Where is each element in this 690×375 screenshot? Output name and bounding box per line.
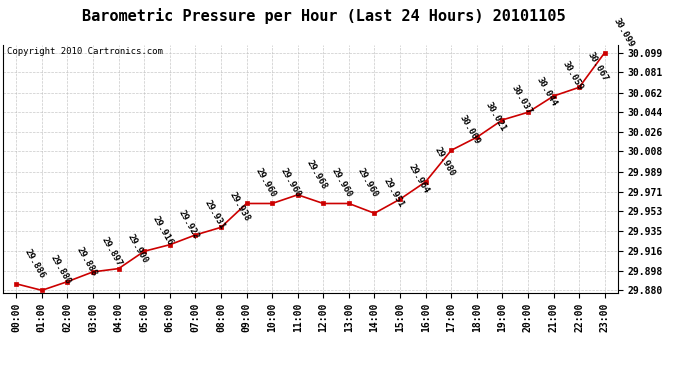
- Text: 29.951: 29.951: [382, 177, 405, 209]
- Text: 29.880: 29.880: [49, 254, 72, 286]
- Text: 29.897: 29.897: [100, 235, 124, 268]
- Text: 30.009: 30.009: [458, 114, 482, 146]
- Text: 30.037: 30.037: [509, 83, 533, 116]
- Text: 30.067: 30.067: [586, 51, 610, 83]
- Text: 29.968: 29.968: [305, 158, 328, 190]
- Text: 29.960: 29.960: [253, 167, 277, 200]
- Text: 29.931: 29.931: [202, 198, 226, 231]
- Text: 29.964: 29.964: [407, 162, 431, 195]
- Text: 29.900: 29.900: [126, 232, 150, 264]
- Text: Copyright 2010 Cartronics.com: Copyright 2010 Cartronics.com: [6, 48, 162, 57]
- Text: 29.960: 29.960: [279, 167, 303, 200]
- Text: 30.044: 30.044: [535, 76, 559, 108]
- Text: 29.922: 29.922: [177, 208, 201, 241]
- Text: 29.886: 29.886: [23, 247, 47, 280]
- Text: 29.980: 29.980: [433, 145, 457, 178]
- Text: 29.960: 29.960: [331, 167, 354, 200]
- Text: 30.059: 30.059: [560, 59, 584, 92]
- Text: 29.938: 29.938: [228, 191, 252, 223]
- Text: Barometric Pressure per Hour (Last 24 Hours) 20101105: Barometric Pressure per Hour (Last 24 Ho…: [83, 8, 566, 24]
- Text: 29.888: 29.888: [75, 245, 98, 278]
- Text: 30.099: 30.099: [612, 16, 635, 48]
- Text: 29.960: 29.960: [356, 167, 380, 200]
- Text: 30.021: 30.021: [484, 100, 508, 133]
- Text: 29.916: 29.916: [151, 214, 175, 247]
